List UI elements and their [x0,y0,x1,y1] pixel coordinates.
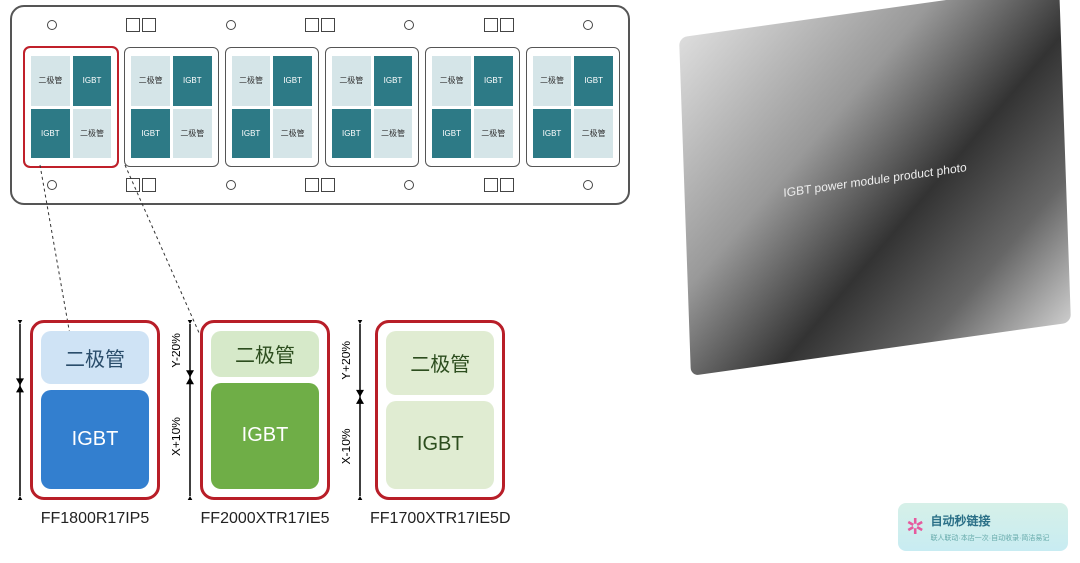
chip-diode: 二极管 [131,56,170,106]
chip-diode: 二极管 [173,109,212,159]
igbt-region: IGBT [386,401,494,489]
product-box: 二极管IGBT [375,320,505,500]
module-cell: 二极管IGBTIGBT二极管 [225,47,319,167]
svg-text:X+10%: X+10% [172,417,183,456]
chip-igbt: IGBT [533,109,572,159]
diode-region: 二极管 [41,331,149,384]
watermark-tagline: 联人联动·本店一次·自动收录·简洁易记 [930,535,1049,542]
chip-igbt: IGBT [73,56,112,106]
chip-igbt: IGBT [374,56,413,106]
svg-text:Y+20%: Y+20% [342,341,353,380]
chip-igbt: IGBT [574,56,613,106]
module-cells: 二极管IGBTIGBT二极管二极管IGBTIGBT二极管二极管IGBTIGBT二… [24,47,620,167]
watermark-badge: ✲ 自动秒链接 联人联动·本店一次·自动收录·简洁易记 [898,503,1068,551]
chip-diode: 二极管 [533,56,572,106]
product-label: FF2000XTR17IE5 [201,510,330,528]
chip-diode: 二极管 [73,109,112,159]
product-FF2000XTR17IE5: Y-20%X+10%二极管IGBTFF2000XTR17IE5 [200,320,330,528]
module-bottom-connectors [12,173,628,197]
dimension-arrows: Y-20% X+10% [172,320,198,500]
module-outline: 二极管IGBTIGBT二极管二极管IGBTIGBT二极管二极管IGBTIGBT二… [10,5,630,205]
watermark-logo-icon: ✲ [906,514,924,540]
module-product-photo: IGBT power module product photo [679,0,1071,376]
product-box: 二极管 IGBT [200,320,330,500]
svg-text:Y-20%: Y-20% [172,333,183,368]
chip-diode: 二极管 [232,56,271,106]
chip-diode: 二极管 [574,109,613,159]
module-top-connectors [12,13,628,37]
module-cell: 二极管IGBTIGBT二极管 [425,47,519,167]
product-comparison-row: 二极管IGBTFF1800R17IP5Y-20%X+10%二极管IGBTFF20… [30,320,670,560]
module-cell: 二极管IGBTIGBT二极管 [124,47,218,167]
chip-diode: 二极管 [273,109,312,159]
diode-region: 二极管 [386,331,494,395]
diode-region: 二极管 [211,331,319,377]
product-FF1700XTR17IE5D: Y+20%X-10%二极管IGBTFF1700XTR17IE5D [370,320,511,528]
igbt-region: IGBT [211,383,319,489]
product-box: 二极管 IGBT [30,320,160,500]
chip-igbt: IGBT [273,56,312,106]
product-label: FF1800R17IP5 [41,510,150,528]
igbt-region: IGBT [41,390,149,489]
chip-diode: 二极管 [432,56,471,106]
product-FF1800R17IP5: 二极管 IGBT FF1800R17IP5 [30,320,160,528]
chip-igbt: IGBT [232,109,271,159]
dimension-arrows: Y+20% X-10% [342,320,368,500]
watermark-brand: 自动秒链接 [930,512,1049,529]
chip-diode: 二极管 [374,109,413,159]
chip-igbt: IGBT [332,109,371,159]
chip-igbt: IGBT [131,109,170,159]
module-cell: 二极管IGBTIGBT二极管 [24,47,118,167]
svg-text:X-10%: X-10% [342,428,353,464]
chip-diode: 二极管 [332,56,371,106]
module-cell: 二极管IGBTIGBT二极管 [526,47,620,167]
chip-igbt: IGBT [432,109,471,159]
photo-alt: IGBT power module product photo [783,160,967,200]
chip-igbt: IGBT [474,56,513,106]
chip-igbt: IGBT [173,56,212,106]
dimension-arrows [2,320,28,500]
chip-diode: 二极管 [474,109,513,159]
chip-igbt: IGBT [31,109,70,159]
product-label: FF1700XTR17IE5D [370,510,511,528]
module-cell: 二极管IGBTIGBT二极管 [325,47,419,167]
chip-diode: 二极管 [31,56,70,106]
